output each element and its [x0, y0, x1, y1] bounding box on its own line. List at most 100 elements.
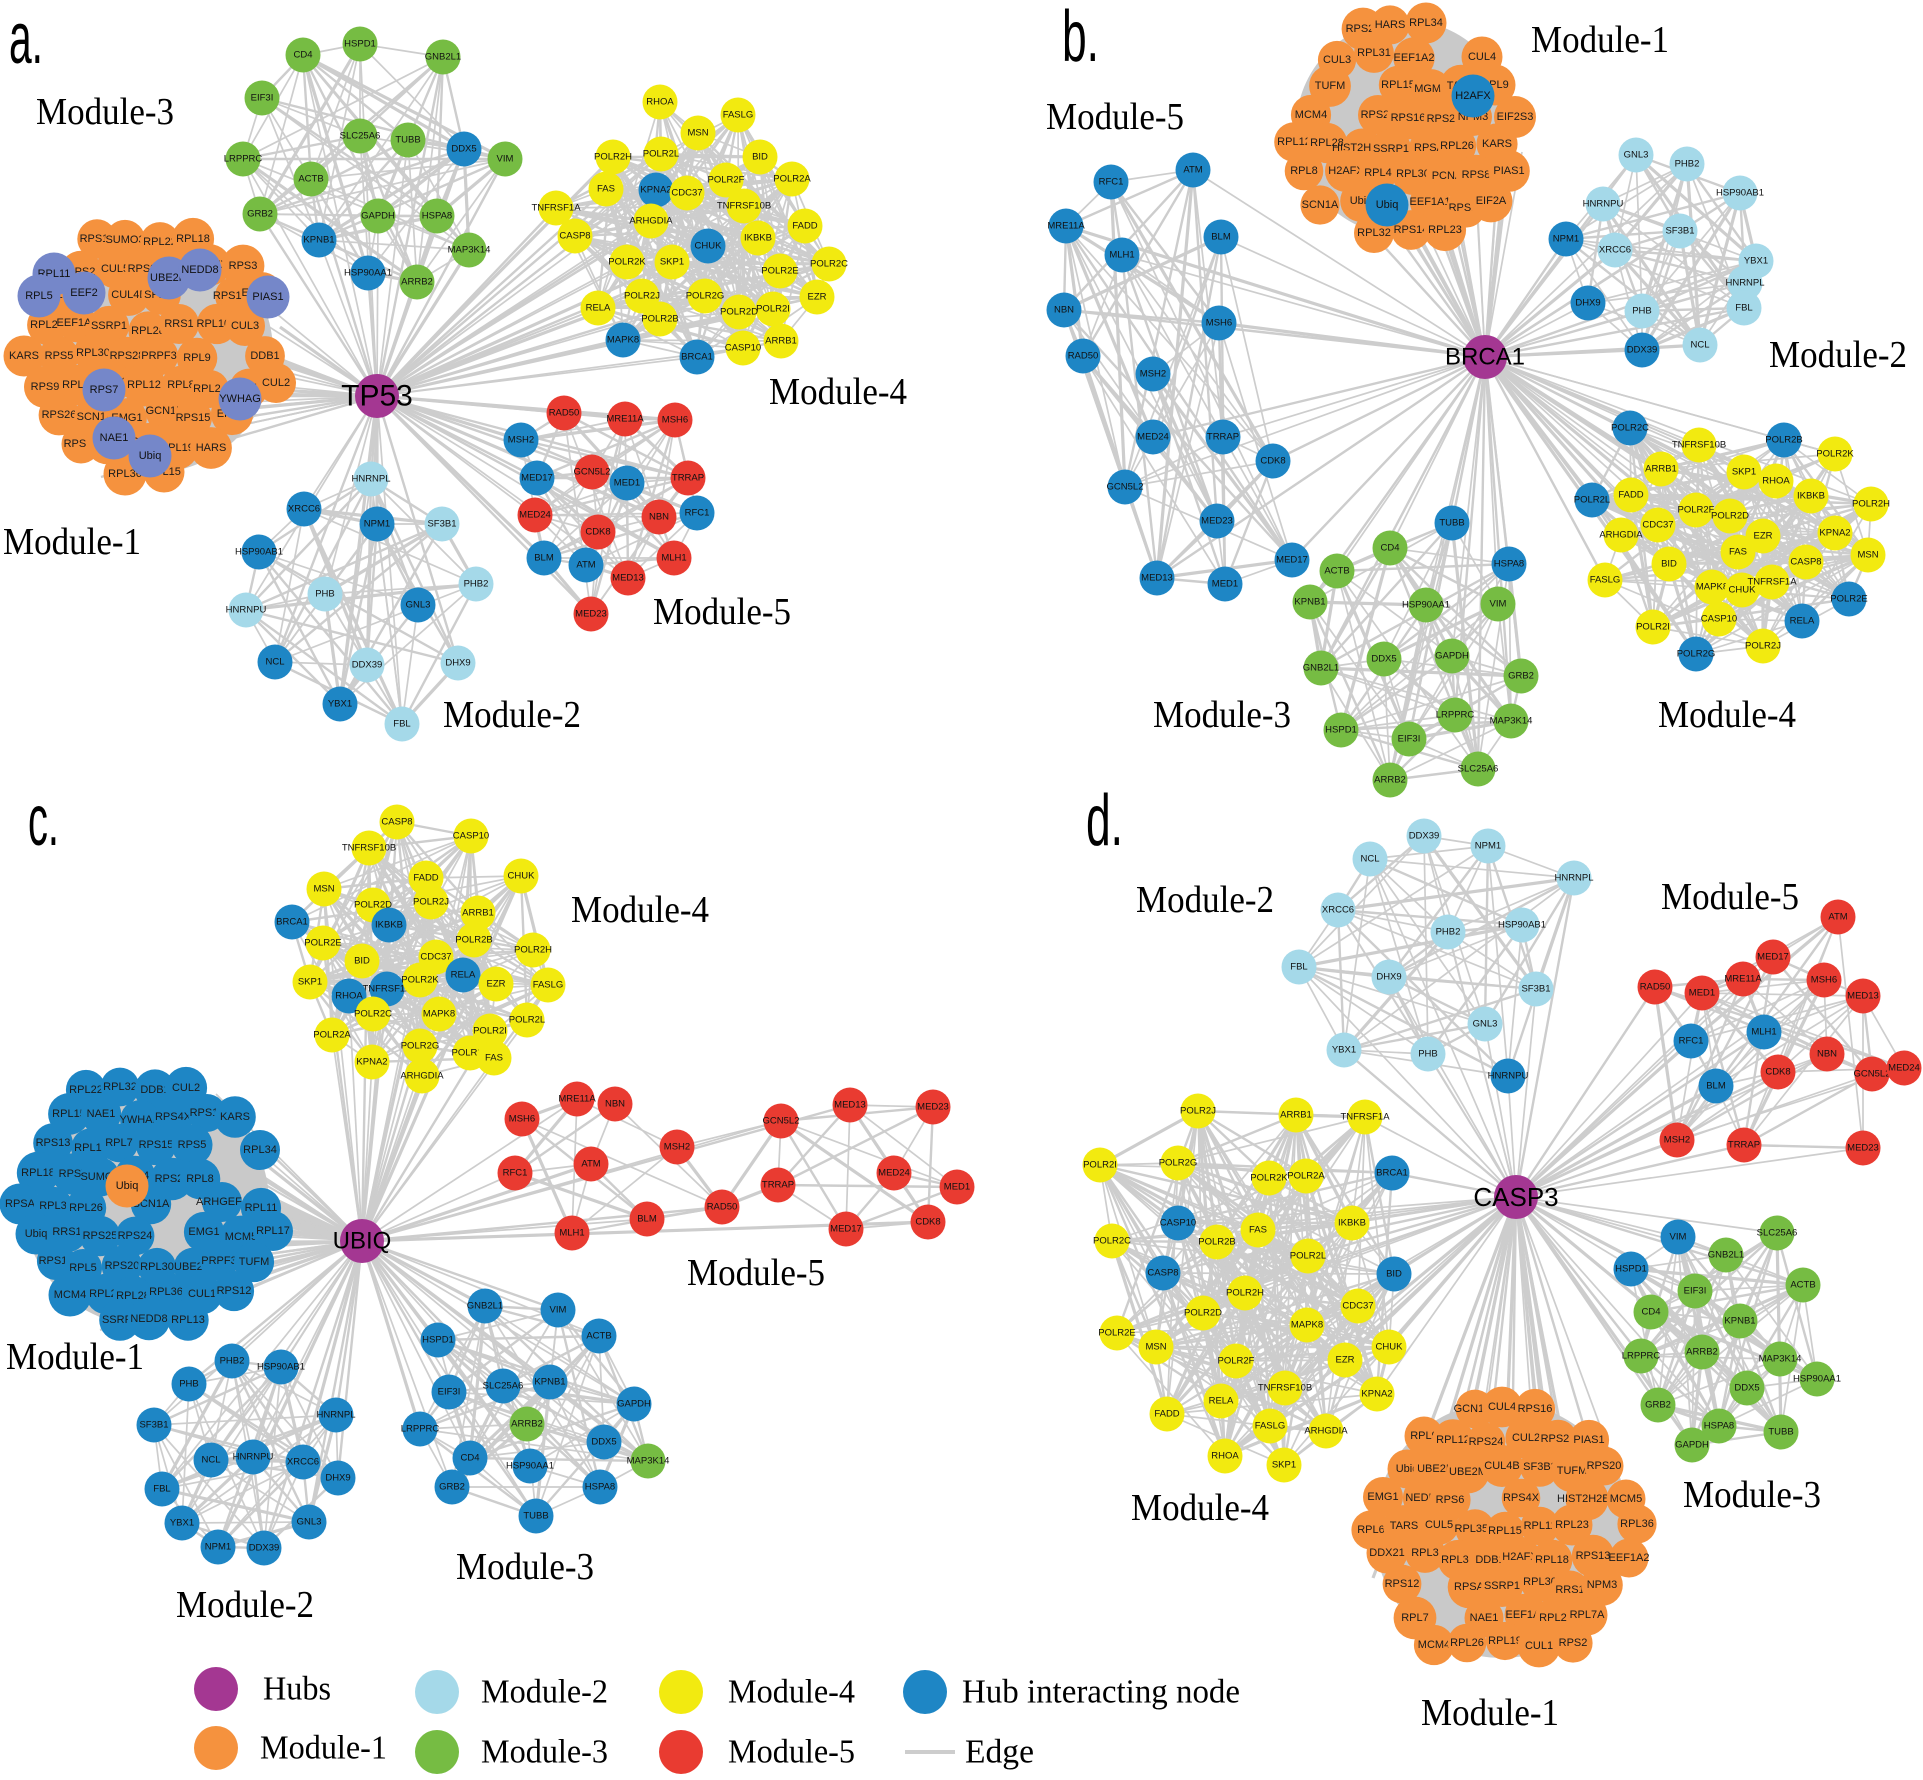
svg-text:RPS5: RPS5: [178, 1139, 207, 1151]
svg-text:FASLG: FASLG: [723, 110, 754, 121]
svg-text:RPS6: RPS6: [1436, 1494, 1465, 1506]
svg-text:KPNB1: KPNB1: [534, 1377, 565, 1388]
svg-text:POLR2I: POLR2I: [1636, 622, 1670, 633]
svg-text:FAS: FAS: [485, 1053, 503, 1064]
svg-text:TNFRSF10B: TNFRSF10B: [1672, 440, 1726, 451]
svg-text:RPL9: RPL9: [1410, 1430, 1438, 1442]
svg-text:FADD: FADD: [792, 221, 817, 232]
svg-text:DHX9: DHX9: [1376, 972, 1401, 983]
svg-text:Module-3: Module-3: [36, 91, 174, 133]
svg-text:RPL37: RPL37: [1441, 1554, 1475, 1566]
svg-text:RPL6: RPL6: [1357, 1524, 1385, 1536]
svg-text:SLC25A6: SLC25A6: [1757, 1228, 1798, 1239]
svg-text:TARS: TARS: [1390, 1520, 1419, 1532]
svg-text:TNFRSF1A: TNFRSF1A: [531, 203, 581, 214]
svg-text:CDC37: CDC37: [1642, 520, 1673, 531]
svg-text:DDB1: DDB1: [1475, 1554, 1504, 1566]
svg-text:SKP1: SKP1: [660, 257, 684, 268]
svg-text:DDX5: DDX5: [591, 1437, 616, 1448]
svg-text:Module-3: Module-3: [456, 1546, 594, 1588]
svg-text:FASLG: FASLG: [533, 980, 564, 991]
svg-text:EIF3I: EIF3I: [251, 93, 274, 104]
svg-text:TUBB: TUBB: [1768, 1427, 1793, 1438]
svg-text:POLR2G: POLR2G: [686, 291, 725, 302]
svg-text:NAE1: NAE1: [87, 1108, 116, 1120]
svg-text:RAD50: RAD50: [549, 408, 580, 419]
svg-text:MSH2: MSH2: [1664, 1135, 1690, 1146]
svg-text:KPNB1: KPNB1: [1294, 597, 1325, 608]
svg-text:RAD50: RAD50: [1068, 351, 1099, 362]
svg-text:RPL18: RPL18: [176, 233, 210, 245]
svg-text:BRCA1: BRCA1: [276, 917, 308, 928]
svg-text:a.: a.: [9, 0, 43, 79]
svg-text:MCM4: MCM4: [54, 1289, 86, 1301]
svg-text:POLR2E: POLR2E: [761, 266, 799, 277]
svg-text:POLR2E: POLR2E: [1830, 594, 1868, 605]
svg-text:TUFM: TUFM: [1315, 80, 1346, 92]
svg-text:POLR2G: POLR2G: [1677, 649, 1716, 660]
svg-text:POLR2C: POLR2C: [810, 259, 848, 270]
svg-text:RPS28: RPS28: [110, 350, 145, 362]
svg-text:XRCC6: XRCC6: [1599, 245, 1631, 256]
svg-text:POLR2L: POLR2L: [1290, 1251, 1326, 1262]
svg-text:MLH1: MLH1: [559, 1228, 584, 1239]
svg-text:DDX5: DDX5: [1371, 654, 1396, 665]
svg-text:FAS: FAS: [1249, 1225, 1267, 1236]
svg-text:RPL27: RPL27: [30, 319, 64, 331]
svg-text:ACTB: ACTB: [1790, 1280, 1815, 1291]
svg-text:SLC25A6: SLC25A6: [483, 1381, 524, 1392]
svg-text:Module-3: Module-3: [1683, 1474, 1821, 1516]
svg-text:POLR2J: POLR2J: [624, 291, 660, 302]
svg-text:CASP8: CASP8: [559, 231, 590, 242]
svg-text:d.: d.: [1086, 781, 1123, 861]
svg-text:GNB2L1: GNB2L1: [425, 52, 461, 63]
svg-text:IKBKB: IKBKB: [744, 233, 772, 244]
svg-text:CUL4: CUL4: [1488, 1401, 1516, 1413]
svg-text:Module-1: Module-1: [1421, 1692, 1559, 1734]
svg-text:DDX5: DDX5: [451, 144, 476, 155]
svg-text:RFC1: RFC1: [1099, 177, 1124, 188]
svg-text:MED1: MED1: [614, 478, 640, 489]
svg-text:CASP3: CASP3: [1473, 1182, 1558, 1212]
svg-text:RPL19: RPL19: [74, 1142, 108, 1154]
svg-text:FASLG: FASLG: [1590, 575, 1621, 586]
svg-text:NCL: NCL: [1690, 340, 1709, 351]
svg-text:RPL22: RPL22: [69, 1084, 103, 1096]
svg-text:MRE11A: MRE11A: [558, 1094, 596, 1105]
svg-text:TNFRSF1A: TNFRSF1A: [1747, 577, 1797, 588]
svg-text:MRE11A: MRE11A: [606, 414, 644, 425]
svg-text:RPL12: RPL12: [1277, 136, 1311, 148]
svg-text:RPL5: RPL5: [25, 290, 53, 302]
svg-text:HSP90AA1: HSP90AA1: [506, 1461, 554, 1472]
svg-text:GRB2: GRB2: [1645, 1400, 1671, 1411]
svg-text:POLR2D: POLR2D: [720, 307, 758, 318]
svg-text:BID: BID: [1661, 559, 1677, 570]
svg-text:RPS28: RPS28: [1541, 1433, 1576, 1445]
svg-text:POLR2A: POLR2A: [773, 174, 811, 185]
svg-text:FBL: FBL: [393, 719, 410, 730]
svg-text:BID: BID: [752, 152, 768, 163]
svg-text:RPSA: RPSA: [5, 1198, 36, 1210]
svg-text:LRPPRC: LRPPRC: [224, 154, 263, 165]
svg-text:RPL24: RPL24: [193, 383, 227, 395]
svg-text:RPL15: RPL15: [1488, 1525, 1522, 1537]
svg-text:MSN: MSN: [1857, 550, 1878, 561]
svg-text:SLC25A6: SLC25A6: [1458, 764, 1499, 775]
svg-text:FASLG: FASLG: [1255, 1421, 1286, 1432]
svg-text:RPL34: RPL34: [243, 1144, 277, 1156]
svg-text:MSH6: MSH6: [1206, 318, 1232, 329]
svg-text:NPM1: NPM1: [205, 1542, 231, 1553]
svg-text:SKP1: SKP1: [1272, 1460, 1296, 1471]
svg-text:CUL4B: CUL4B: [111, 289, 146, 301]
svg-text:RPL26: RPL26: [69, 1202, 103, 1214]
svg-text:EMG1: EMG1: [1367, 1491, 1398, 1503]
svg-text:RPL17: RPL17: [256, 1225, 290, 1237]
svg-text:EZR: EZR: [487, 979, 506, 990]
svg-text:SKP1: SKP1: [1732, 467, 1756, 478]
svg-text:MCM4: MCM4: [1418, 1639, 1450, 1651]
svg-text:GCN5L2: GCN5L2: [574, 467, 611, 478]
svg-text:POLR2K: POLR2K: [1250, 1173, 1288, 1184]
svg-text:EEF1A2: EEF1A2: [1609, 1552, 1650, 1564]
svg-text:CD4: CD4: [460, 1453, 479, 1464]
svg-text:Module-5: Module-5: [1046, 96, 1184, 138]
